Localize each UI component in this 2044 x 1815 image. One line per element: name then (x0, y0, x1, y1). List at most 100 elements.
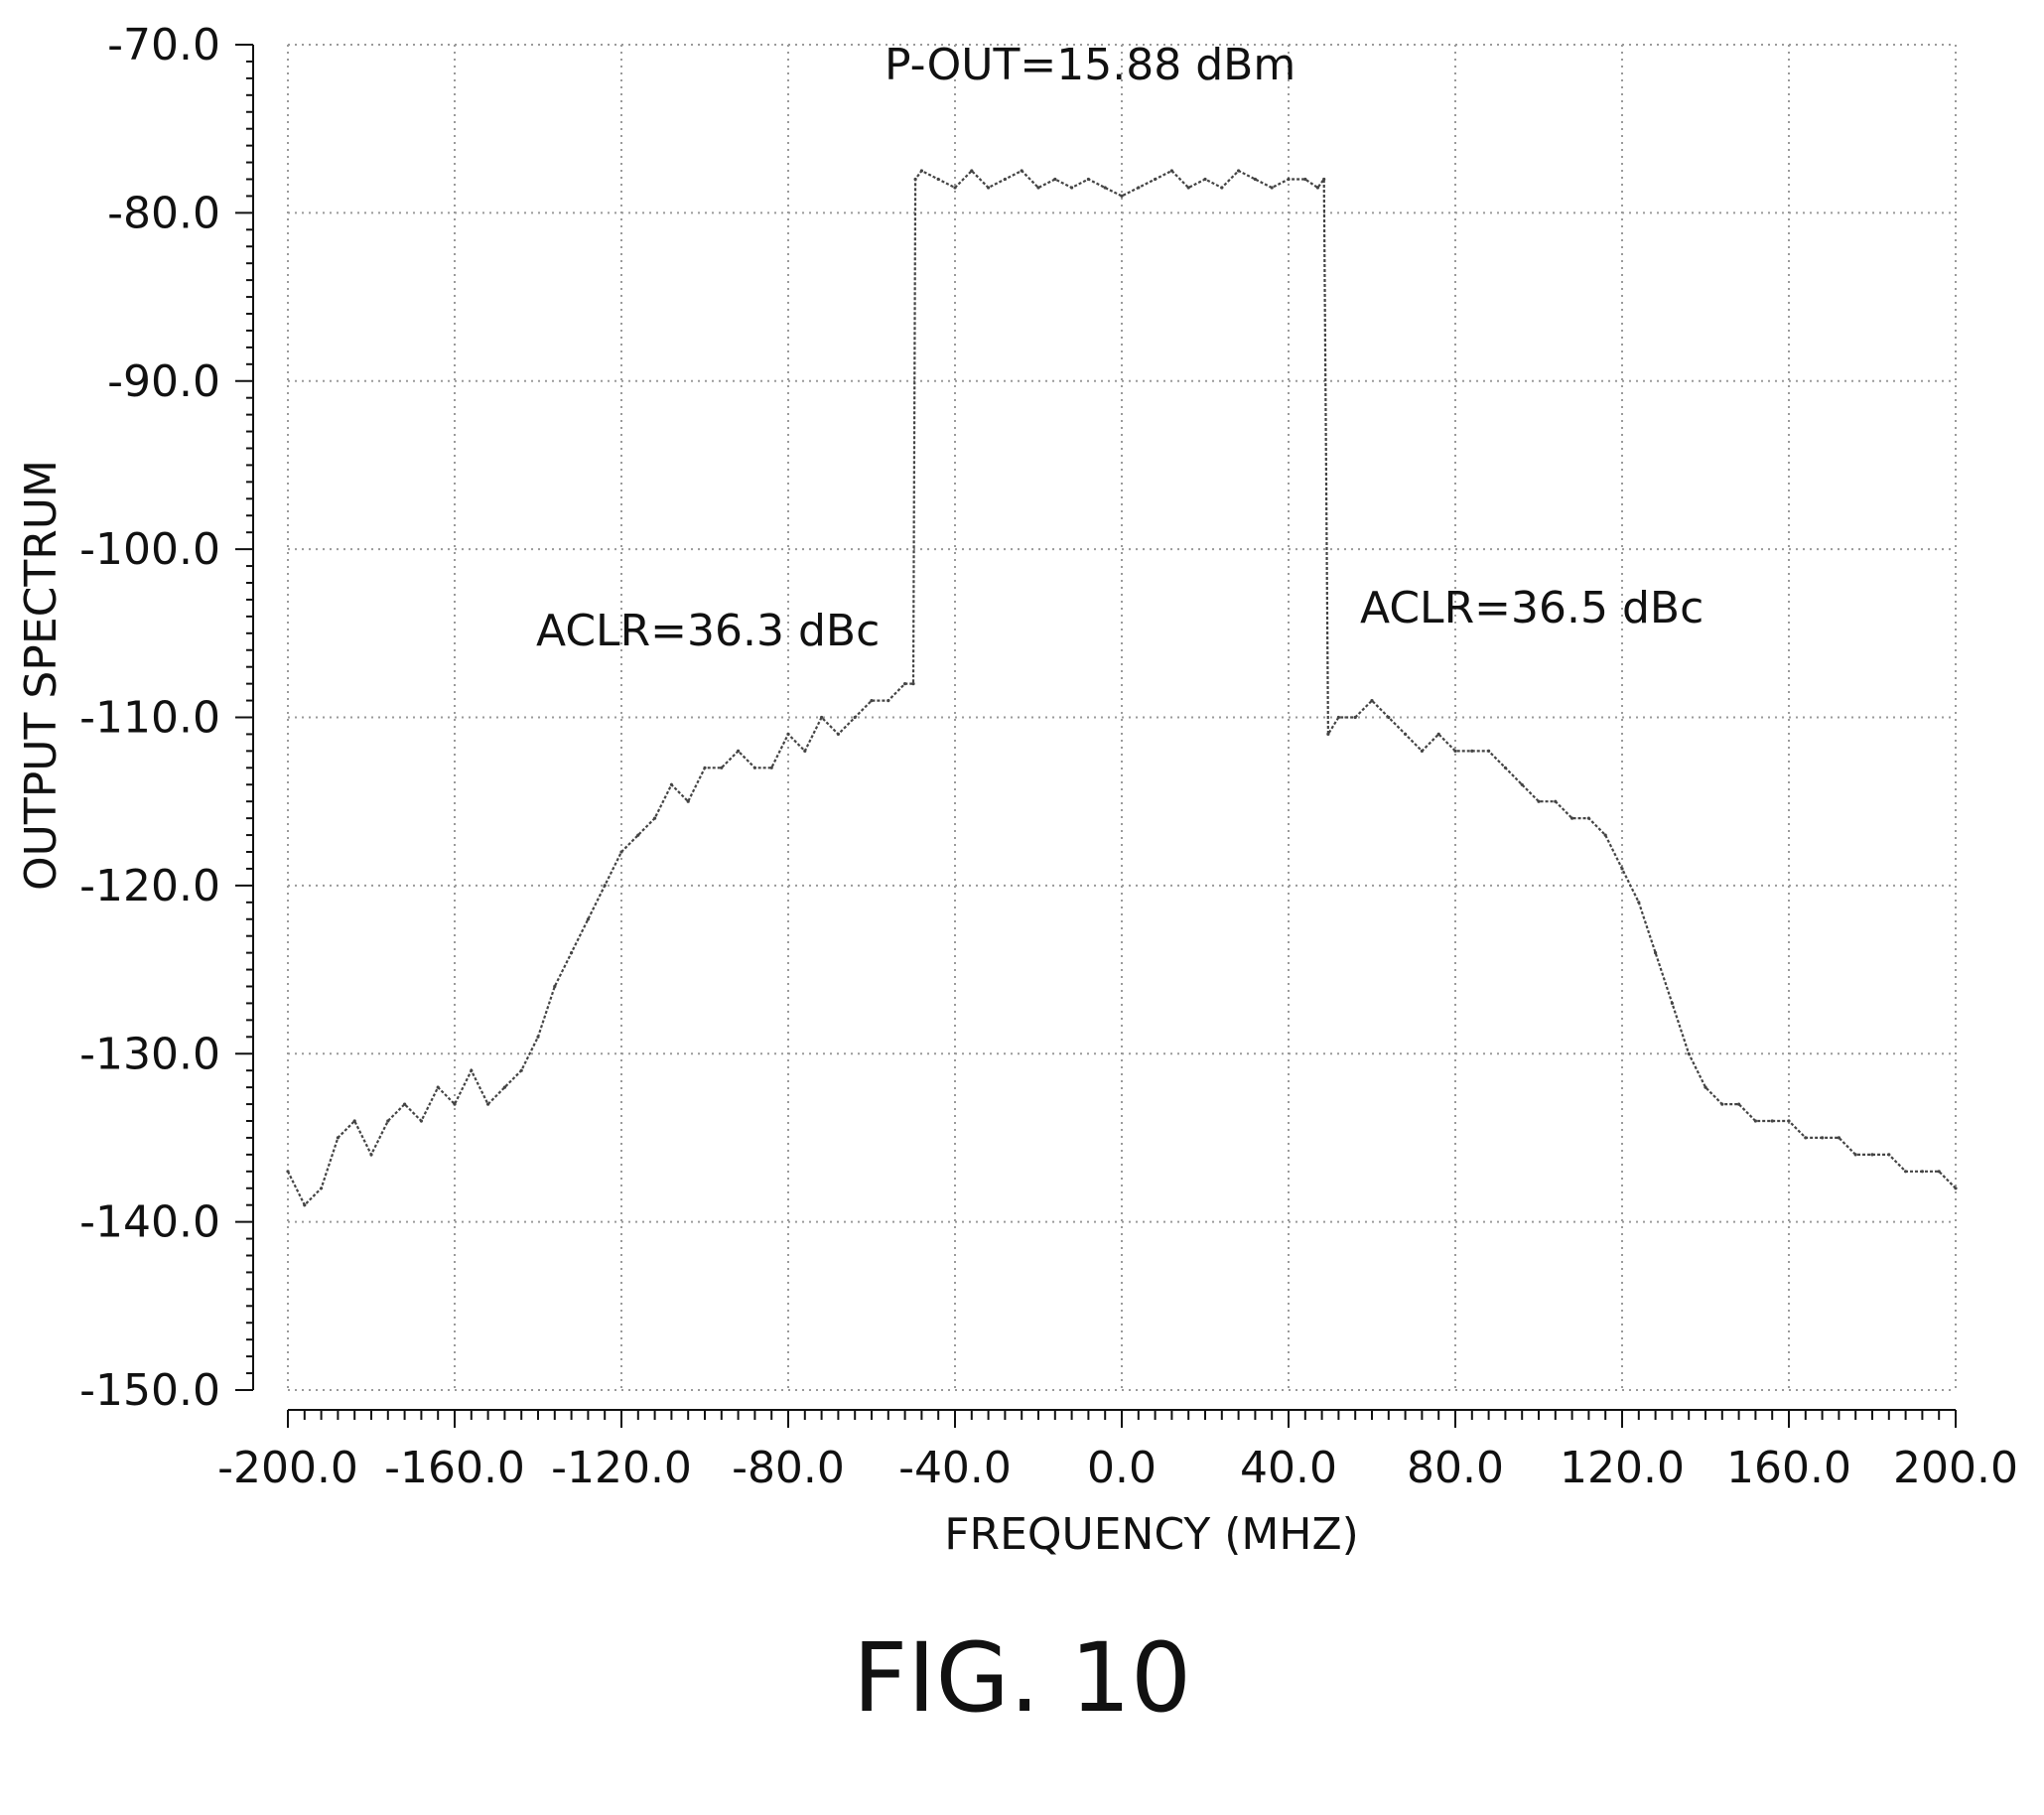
spectrum-data-point (653, 816, 657, 820)
spectrum-data-point (1169, 169, 1173, 173)
spectrum-data-point (1770, 1119, 1774, 1123)
spectrum-data-point (1787, 1119, 1791, 1123)
y-tick-label: -70.0 (107, 20, 220, 70)
spectrum-data-point (1870, 1153, 1874, 1157)
spectrum-data-point (803, 749, 807, 754)
spectrum-data-point (1520, 782, 1524, 786)
y-tick-label: -140.0 (79, 1197, 220, 1248)
x-tick-label: 200.0 (1893, 1443, 2018, 1493)
spectrum-data-point (1920, 1170, 1924, 1174)
spectrum-data-point (886, 699, 890, 703)
p-out-annotation: P-OUT=15.88 dBm (885, 40, 1295, 90)
spectrum-data-point (1253, 177, 1257, 182)
spectrum-data-point (1453, 749, 1457, 754)
y-axis-title: OUTPUT SPECTRUM (16, 460, 67, 891)
spectrum-data-point (303, 1203, 307, 1207)
y-tick-label: -150.0 (79, 1365, 220, 1416)
spectrum-data-point (1387, 715, 1391, 720)
spectrum-data-point (1303, 177, 1307, 182)
spectrum-data-point (1003, 177, 1008, 182)
spectrum-data-point (1753, 1119, 1757, 1123)
spectrum-data-point (1570, 816, 1574, 820)
spectrum-data-point (486, 1102, 490, 1106)
spectrum-data-point (1853, 1153, 1857, 1157)
spectrum-data-point (1620, 867, 1624, 871)
spectrum-data-point (570, 951, 574, 955)
spectrum-data-point (419, 1119, 423, 1123)
spectrum-data-point (1086, 177, 1090, 182)
spectrum-data-point (1954, 1187, 1958, 1190)
grid (287, 44, 1957, 1391)
spectrum-data-point (320, 1187, 324, 1190)
spectrum-data-point (1203, 177, 1207, 182)
spectrum-data-point (987, 186, 991, 190)
spectrum-data-point (970, 169, 974, 173)
spectrum-data-point (1036, 186, 1040, 190)
spectrum-data-point (1720, 1102, 1724, 1106)
spectrum-data-point (1120, 194, 1124, 198)
spectrum-data-point (737, 749, 741, 754)
spectrum-data-point (1804, 1136, 1808, 1140)
spectrum-data-point (1487, 749, 1491, 754)
spectrum-data-point (1904, 1170, 1908, 1174)
spectrum-data-point (1537, 799, 1541, 803)
y-tick-label: -120.0 (79, 861, 220, 911)
spectrum-data-point (1237, 169, 1241, 173)
spectrum-data-point (820, 715, 824, 720)
spectrum-data-point (386, 1119, 390, 1123)
aclr-left-annotation: ACLR=36.3 dBc (536, 606, 880, 656)
spectrum-data-point (1837, 1136, 1840, 1140)
plot-area (286, 169, 1958, 1207)
spectrum-data-point (1737, 1102, 1741, 1106)
spectrum-data-point (369, 1153, 373, 1157)
spectrum-data-point (1322, 177, 1326, 182)
spectrum-data-point (1186, 186, 1190, 190)
spectrum-data-point (752, 766, 757, 769)
y-tick-label: -100.0 (79, 524, 220, 575)
spectrum-data-point (586, 917, 591, 921)
spectrum-data-point (1670, 1001, 1674, 1006)
spectrum-data-point (936, 177, 940, 182)
x-tick-label: 0.0 (1087, 1443, 1157, 1493)
spectrum-data-point (703, 766, 707, 769)
spectrum-data-point (1370, 699, 1374, 703)
spectrum-data-point (686, 799, 690, 803)
spectrum-data-point (470, 1068, 474, 1072)
spectrum-data-point (669, 782, 674, 786)
spectrum-data-point (1637, 901, 1641, 905)
x-axis-title: FREQUENCY (MHZ) (944, 1509, 1359, 1560)
spectrum-data-point (1287, 177, 1291, 182)
spectrum-data-point (502, 1085, 506, 1089)
figure-caption: FIG. 10 (852, 1622, 1192, 1734)
spectrum-data-point (1020, 169, 1023, 173)
spectrum-data-point (603, 884, 607, 888)
spectrum-data-point (1336, 715, 1340, 720)
spectrum-data-point (1436, 732, 1440, 737)
axes: -70.0 -80.0 -90.0 -100.0 -110.0 -120.0 -130.0 -… (79, 20, 2018, 1493)
spectrum-data-point (1420, 749, 1424, 754)
spectrum-data-point (1103, 186, 1107, 190)
spectrum-series-line (287, 169, 1957, 1207)
spectrum-data-point (1937, 1170, 1941, 1174)
y-tick-label: -130.0 (79, 1029, 220, 1079)
spectrum-data-point (1603, 833, 1607, 837)
spectrum-data-point (453, 1102, 457, 1106)
spectrum-data-point (836, 732, 841, 737)
spectrum-data-point (1070, 186, 1074, 190)
spectrum-data-point (911, 682, 915, 686)
spectrum-data-point (1470, 749, 1474, 754)
spectrum-data-point (1887, 1153, 1891, 1157)
spectrum-data-point (953, 186, 957, 190)
spectrum-data-point (903, 682, 907, 686)
spectrum-data-point (919, 169, 924, 173)
spectrum-data-point (553, 984, 557, 989)
x-tick-label: -200.0 (217, 1443, 358, 1493)
spectrum-data-point (853, 715, 857, 720)
spectrum-data-point (336, 1136, 340, 1140)
x-tick-label: 120.0 (1560, 1443, 1685, 1493)
spectrum-data-point (536, 1035, 540, 1039)
spectrum-data-point (286, 1170, 290, 1174)
spectrum-data-point (870, 699, 874, 703)
y-tick-label: -80.0 (107, 188, 220, 238)
y-tick-label: -90.0 (107, 356, 220, 407)
